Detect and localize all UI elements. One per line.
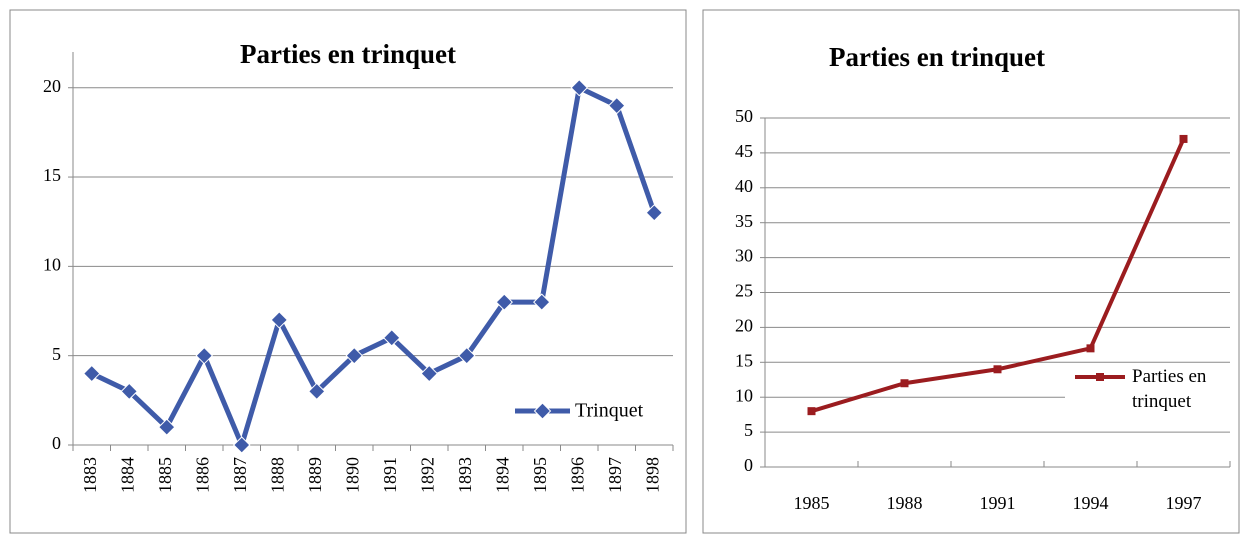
marker — [1179, 134, 1188, 143]
y-tick-label: 15 — [735, 350, 753, 370]
marker — [993, 365, 1002, 374]
x-tick-label: 1991 — [980, 493, 1016, 513]
x-tick-label: 1886 — [192, 457, 212, 493]
legend-label: Trinquet — [575, 400, 644, 422]
marker — [533, 293, 551, 311]
x-tick-label: 1890 — [342, 457, 362, 493]
marker — [570, 79, 588, 97]
marker — [1096, 373, 1104, 381]
x-tick-label: 1891 — [380, 457, 400, 493]
x-tick-label: 1893 — [455, 457, 475, 493]
x-tick-label: 1885 — [155, 457, 175, 493]
series-line — [90, 85, 657, 448]
marker — [158, 418, 176, 436]
marker — [233, 436, 251, 454]
y-tick-label: 5 — [52, 344, 61, 364]
marker — [270, 311, 288, 329]
y-tick-label: 35 — [735, 211, 753, 231]
y-tick-label: 20 — [43, 76, 61, 96]
x-tick-label: 1985 — [794, 493, 830, 513]
x-tick-label: 1895 — [530, 457, 550, 493]
chart-title: Parties en trinquet — [829, 42, 1045, 72]
x-tick-label: 1894 — [492, 457, 512, 493]
legend-label: Parties en trinquet — [1132, 366, 1207, 412]
x-tick-label: 1884 — [117, 457, 137, 493]
marker — [807, 407, 816, 416]
x-tick-label: 1898 — [642, 457, 662, 493]
legend-entry: Parties en trinquet — [1132, 366, 1207, 412]
y-tick-label: 25 — [735, 281, 753, 301]
marker — [308, 382, 326, 401]
marker — [383, 329, 401, 347]
y-tick-label: 0 — [744, 455, 753, 475]
x-tick-label: 1997 — [1166, 493, 1202, 513]
y-tick-label: 10 — [735, 385, 753, 405]
x-tick-label: 1888 — [267, 457, 287, 493]
y-tick-label: 20 — [735, 316, 753, 336]
marker — [420, 364, 438, 383]
marker — [1086, 344, 1095, 353]
y-tick-label: 40 — [735, 176, 753, 196]
y-tick-label: 30 — [735, 246, 753, 266]
marker — [120, 382, 138, 401]
marker — [458, 346, 476, 365]
y-tick-label: 10 — [43, 254, 61, 274]
y-tick-label: 5 — [744, 420, 753, 440]
x-tick-label: 1994 — [1073, 493, 1109, 513]
x-tick-label: 1988 — [887, 493, 923, 513]
marker — [83, 364, 101, 383]
marker — [608, 96, 626, 115]
marker — [495, 293, 513, 311]
marker — [345, 346, 363, 365]
marker — [195, 346, 213, 365]
marker — [900, 379, 909, 388]
y-tick-label: 45 — [735, 141, 753, 161]
chart-frame — [702, 9, 1240, 534]
x-tick-label: 1892 — [417, 457, 437, 493]
x-tick-label: 1896 — [567, 457, 587, 493]
chart-title: Parties en trinquet — [240, 39, 456, 69]
y-tick-label: 50 — [735, 106, 753, 126]
chart-frame — [9, 9, 687, 534]
x-tick-label: 1883 — [80, 457, 100, 493]
x-tick-label: 1889 — [305, 457, 325, 493]
legend-box — [1065, 363, 1238, 425]
marker — [645, 204, 663, 222]
y-tick-label: 0 — [52, 433, 61, 453]
y-tick-label: 15 — [43, 165, 61, 185]
x-tick-label: 1897 — [605, 457, 625, 493]
marker — [533, 402, 552, 420]
x-tick-label: 1887 — [230, 457, 250, 493]
